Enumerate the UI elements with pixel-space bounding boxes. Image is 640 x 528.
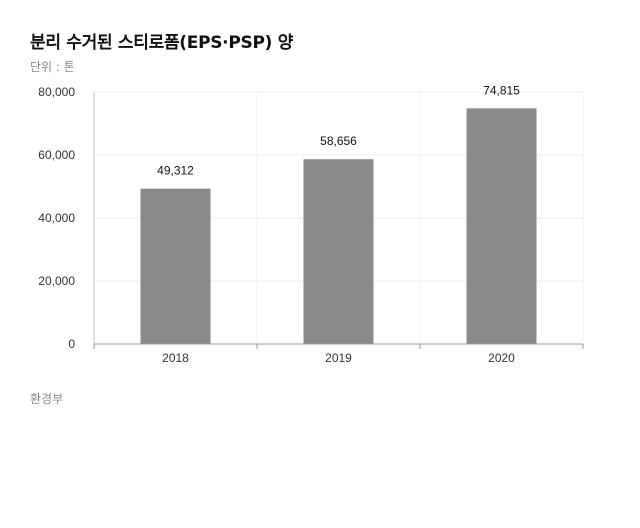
y-tick-label: 20,000 [38,274,75,288]
y-tick-label: 40,000 [38,211,75,225]
y-tick-label: 0 [68,337,75,351]
x-tick-label: 2019 [325,351,352,365]
y-tick-label: 80,000 [38,85,75,99]
y-tick-label: 60,000 [38,148,75,162]
data-label: 49,312 [157,164,194,178]
data-labels: 49,312 58,656 74,815 [157,83,520,177]
bar [140,188,211,344]
y-tick-labels: 0 20,000 40,000 60,000 80,000 [38,85,75,351]
unit-label: 단위 : 톤 [30,60,75,74]
x-tick-labels: 2018 2019 2020 [162,351,515,365]
axes [93,92,584,349]
bars [140,108,537,344]
bar [303,159,374,344]
x-tick-label: 2020 [488,351,515,365]
data-label: 58,656 [320,134,357,148]
x-tick-label: 2018 [162,351,189,365]
chart-title: 분리 수거된 스티로폼(EPS·PSP) 양 [30,33,294,53]
data-label: 74,815 [483,83,520,97]
bar [466,108,537,344]
source-label: 환경부 [30,392,64,406]
